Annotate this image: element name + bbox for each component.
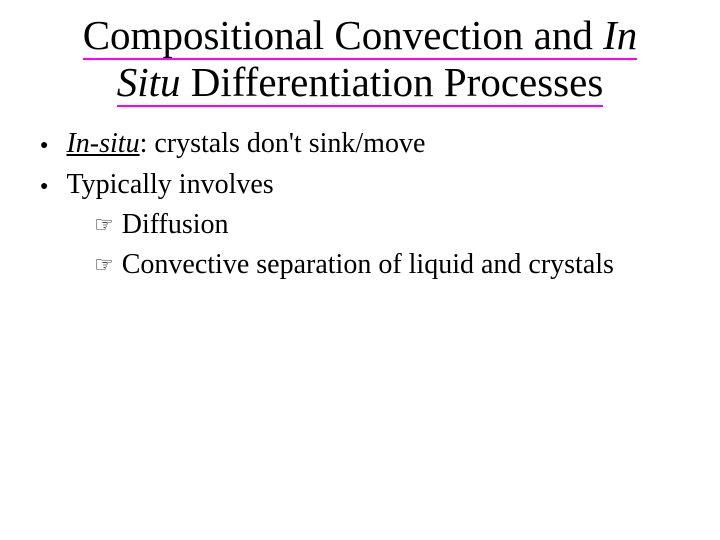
sub-bullet-item: ☞ Diffusion bbox=[94, 207, 690, 243]
title-part1: Compositional Convection and bbox=[83, 12, 603, 60]
sub-bullet-item: ☞ Convective separation of liquid and cr… bbox=[94, 247, 690, 283]
title-part3: Differentiation Processes bbox=[181, 59, 604, 107]
sub-bullet-text: Diffusion bbox=[122, 207, 229, 243]
bullet-icon: ● bbox=[40, 171, 48, 203]
bullet-text: In-situ: crystals don't sink/move bbox=[66, 126, 425, 162]
slide: Compositional Convection and In Situ Dif… bbox=[0, 0, 720, 540]
bullet-item: ● In-situ: crystals don't sink/move bbox=[40, 126, 690, 162]
slide-title: Compositional Convection and In Situ Dif… bbox=[30, 12, 690, 106]
pointer-icon: ☞ bbox=[94, 209, 114, 241]
bullet-item: ● Typically involves bbox=[40, 167, 690, 203]
bullet-icon: ● bbox=[40, 130, 48, 162]
bullet-text: Typically involves bbox=[66, 167, 273, 203]
slide-body: ● In-situ: crystals don't sink/move ● Ty… bbox=[30, 126, 690, 284]
sub-bullet-text: Convective separation of liquid and crys… bbox=[122, 247, 614, 283]
bullet-rest: : crystals don't sink/move bbox=[140, 128, 426, 159]
bullet-prefix: In-situ bbox=[66, 128, 139, 159]
pointer-icon: ☞ bbox=[94, 249, 114, 281]
